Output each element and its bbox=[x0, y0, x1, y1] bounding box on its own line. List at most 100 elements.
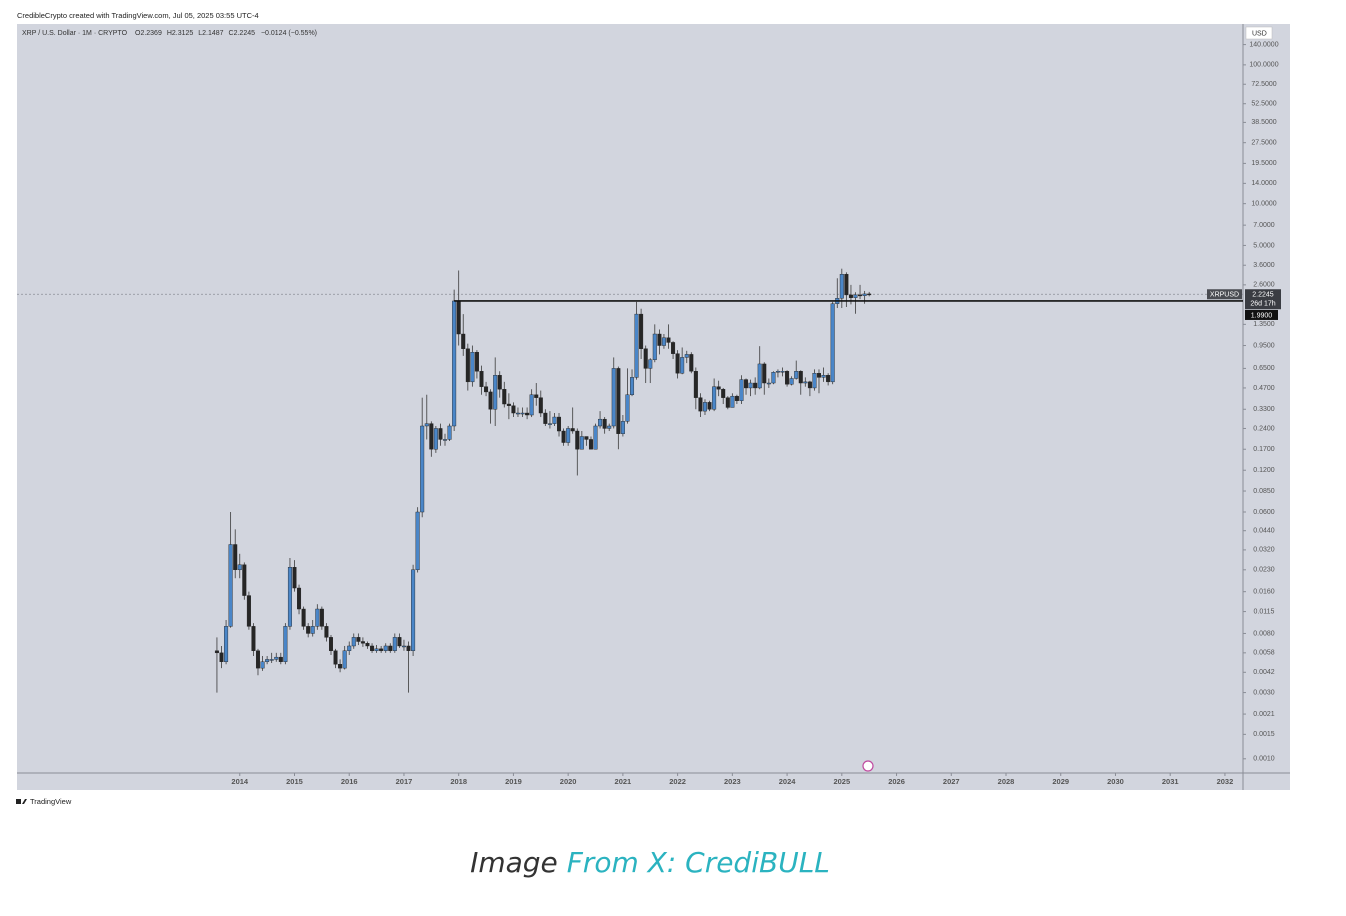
y-tick-label: 140.0000 bbox=[1249, 41, 1278, 48]
candle-body bbox=[456, 300, 461, 335]
candle-body bbox=[566, 428, 571, 443]
candle-body bbox=[844, 274, 849, 296]
candle-body bbox=[607, 425, 612, 429]
candle-body bbox=[547, 423, 552, 425]
y-tick-label: 0.2400 bbox=[1253, 425, 1275, 432]
candle-body bbox=[807, 381, 812, 389]
x-tick-label: 2030 bbox=[1107, 777, 1124, 786]
candle-body bbox=[611, 368, 616, 427]
candle-body bbox=[315, 608, 320, 627]
candle-body bbox=[584, 436, 589, 440]
event-icon[interactable] bbox=[862, 760, 874, 772]
candle-body bbox=[443, 439, 448, 441]
symbol-tag: XRPUSD bbox=[1210, 292, 1239, 299]
ohlc-value: 2.1487 bbox=[202, 30, 224, 37]
candle-body bbox=[643, 348, 648, 369]
candle-body bbox=[780, 371, 785, 373]
candle-body bbox=[447, 425, 452, 440]
y-tick-label: 5.0000 bbox=[1253, 242, 1275, 249]
x-tick-label: 2021 bbox=[615, 777, 632, 786]
candle-body bbox=[534, 394, 539, 398]
y-tick-label: 3.6000 bbox=[1253, 262, 1275, 269]
x-tick-label: 2027 bbox=[943, 777, 960, 786]
x-tick-label: 2018 bbox=[450, 777, 467, 786]
candle-body bbox=[538, 397, 543, 414]
candle-body bbox=[474, 352, 479, 372]
candle-body bbox=[839, 274, 844, 299]
candle-body bbox=[502, 389, 507, 405]
candle-body bbox=[365, 643, 370, 647]
candle-body bbox=[269, 659, 274, 661]
candle-body bbox=[479, 371, 484, 387]
candle-body bbox=[370, 645, 375, 651]
currency-label[interactable]: USD bbox=[1252, 30, 1267, 37]
ohlc-value: 2.3125 bbox=[172, 30, 194, 37]
candle-body bbox=[698, 397, 703, 412]
candle-body bbox=[452, 300, 457, 427]
x-tick-label: 2016 bbox=[341, 777, 358, 786]
ohlc-label: O bbox=[135, 30, 141, 37]
level-label-box bbox=[1245, 309, 1278, 320]
candle-body bbox=[525, 412, 530, 416]
candle-body bbox=[734, 395, 739, 401]
candle-body bbox=[374, 648, 379, 651]
candle-body bbox=[702, 402, 707, 412]
change: −0.0124 (−0.55%) bbox=[261, 30, 317, 37]
candle-body bbox=[848, 294, 853, 298]
y-tick-label: 0.0160 bbox=[1253, 589, 1275, 596]
logo-mark bbox=[22, 799, 27, 804]
candle-body bbox=[858, 294, 863, 297]
y-tick-label: 100.0000 bbox=[1249, 62, 1278, 69]
candle-body bbox=[255, 650, 260, 669]
candle-body bbox=[306, 626, 311, 634]
candle-body bbox=[470, 352, 475, 383]
candle-body bbox=[251, 626, 256, 651]
candle-body bbox=[319, 608, 324, 627]
candle-body bbox=[830, 303, 835, 383]
candle-body bbox=[561, 430, 566, 443]
y-tick-label: 0.3300 bbox=[1253, 406, 1275, 413]
candle-body bbox=[233, 544, 238, 571]
logo-text: TradingView bbox=[30, 797, 72, 806]
y-tick-label: 0.0230 bbox=[1253, 567, 1275, 574]
candle-body bbox=[237, 564, 242, 571]
x-tick-label: 2025 bbox=[833, 777, 850, 786]
caption-source[interactable]: From X: CrediBULL bbox=[566, 846, 830, 879]
candle-body bbox=[657, 333, 662, 346]
candle-body bbox=[379, 648, 384, 651]
candle-body bbox=[433, 428, 438, 450]
currency-button[interactable] bbox=[1245, 26, 1273, 40]
candle-body bbox=[406, 645, 411, 651]
ohlc-label: H bbox=[167, 30, 172, 37]
candle-body bbox=[265, 659, 270, 662]
candle-body bbox=[292, 567, 297, 589]
candle-body bbox=[598, 418, 603, 427]
candle-body bbox=[506, 403, 511, 406]
candle-body bbox=[826, 375, 831, 383]
candle-body bbox=[575, 430, 580, 450]
x-tick-label: 2015 bbox=[286, 777, 303, 786]
candle-body bbox=[648, 359, 653, 369]
candle-body bbox=[515, 412, 520, 415]
x-tick-label: 2024 bbox=[779, 777, 797, 786]
candle-body bbox=[785, 371, 790, 385]
candle-body bbox=[552, 416, 557, 424]
candle-body bbox=[766, 382, 771, 385]
x-tick-label: 2020 bbox=[560, 777, 577, 786]
y-tick-label: 0.9500 bbox=[1253, 342, 1275, 349]
candle-body bbox=[342, 650, 347, 669]
candle-body bbox=[278, 656, 283, 662]
candle-body bbox=[401, 645, 406, 648]
candle-body bbox=[310, 626, 315, 634]
candle-body bbox=[753, 382, 758, 389]
y-tick-label: 2.6000 bbox=[1253, 282, 1275, 289]
candle-body bbox=[529, 394, 534, 416]
candle-body bbox=[661, 337, 666, 346]
level-label: 1.9900 bbox=[1251, 312, 1273, 319]
candle-body bbox=[333, 650, 338, 665]
candle-body bbox=[812, 373, 817, 389]
candle-body bbox=[588, 439, 593, 450]
x-tick-label: 2026 bbox=[888, 777, 905, 786]
candle-body bbox=[465, 348, 470, 383]
